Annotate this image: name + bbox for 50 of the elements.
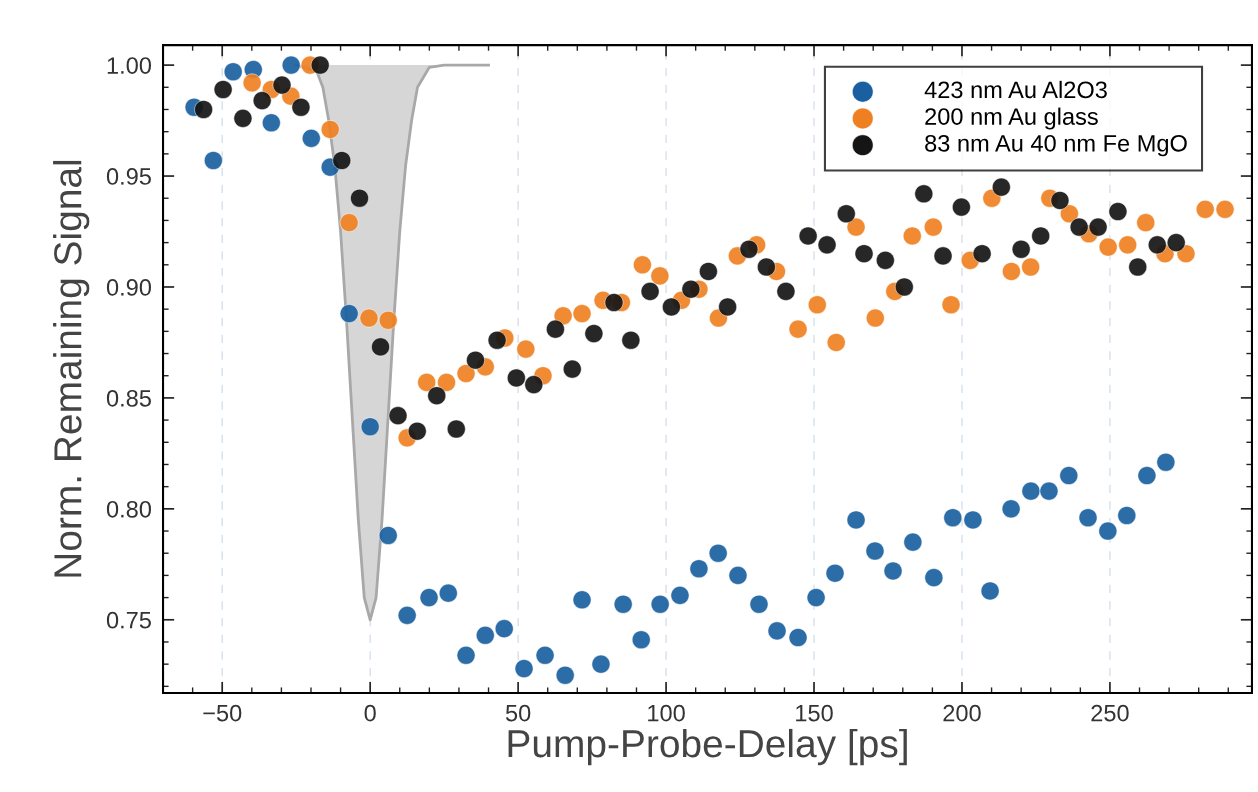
point — [213, 80, 233, 99]
point — [281, 55, 301, 75]
point — [1069, 217, 1089, 237]
x-tick-label: 0 — [364, 704, 376, 722]
x-tick-label: 200 — [943, 704, 981, 722]
legend-label: 200 nm Au glass — [925, 107, 1098, 130]
x-tick-label: 50 — [505, 704, 531, 722]
point — [524, 375, 544, 394]
point — [963, 510, 983, 530]
point — [301, 128, 321, 148]
x-tick-label: −50 — [203, 704, 242, 722]
point — [865, 541, 885, 561]
point — [670, 586, 690, 605]
point — [718, 297, 737, 317]
point — [388, 406, 408, 425]
point — [825, 563, 845, 583]
point — [640, 282, 660, 301]
point — [952, 197, 971, 217]
point — [1088, 217, 1108, 237]
point — [1098, 521, 1118, 541]
point — [407, 421, 427, 441]
y-axis-title: Norm. Remaining Signal — [53, 160, 90, 577]
legend-label: 423 nm Au Al2O3 — [924, 80, 1107, 99]
legend-label: 83 nm Au 40 nm Fe MgO — [925, 134, 1187, 157]
x-tick-label: 250 — [1091, 704, 1129, 722]
y-tick-label: 0.95 — [106, 168, 151, 185]
y-tick-label: 0.85 — [106, 389, 151, 407]
point — [1215, 199, 1235, 219]
point — [914, 184, 934, 204]
point — [272, 75, 292, 95]
point — [572, 590, 592, 610]
point — [826, 333, 846, 352]
point — [613, 594, 633, 614]
y-tick-label: 0.90 — [106, 279, 152, 296]
x-tick-label: 100 — [648, 704, 685, 722]
y-tick-label: 0.75 — [106, 611, 151, 629]
y-tick-label: 0.80 — [106, 500, 152, 518]
point — [943, 508, 963, 528]
point — [555, 665, 575, 685]
point — [883, 561, 903, 581]
point — [894, 277, 914, 297]
x-tick-label: 150 — [796, 704, 833, 722]
point — [980, 581, 1000, 601]
x-axis-title: Pump-Probe-Delay [ps] — [508, 728, 907, 766]
point — [1156, 452, 1176, 472]
y-tick-label: 1.00 — [107, 57, 152, 74]
point — [223, 62, 243, 82]
point — [516, 339, 536, 359]
point — [466, 350, 485, 370]
point — [584, 324, 604, 343]
